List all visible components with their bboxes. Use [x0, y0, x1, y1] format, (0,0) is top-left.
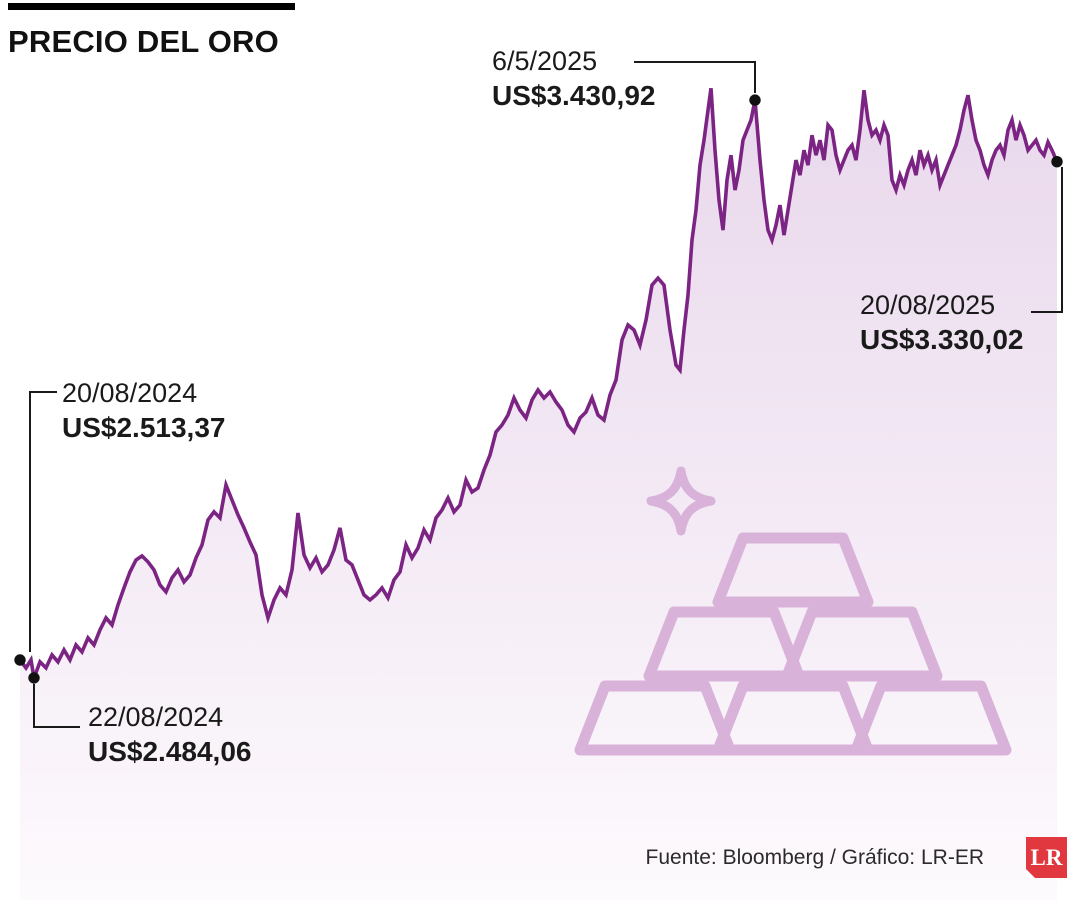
- lr-logo-text: LR: [1030, 845, 1063, 870]
- annotation-value: US$2.513,37: [62, 412, 226, 444]
- callout-line-aug22-2024: [33, 684, 80, 728]
- title-accent-bar: [8, 3, 295, 10]
- callout-line-may6-2025: [634, 61, 756, 93]
- annotation-aug20-2025: 20/08/2025 US$3.330,02: [860, 290, 1023, 356]
- data-point-dot: [1051, 156, 1063, 168]
- data-point-dot: [749, 94, 761, 106]
- gold-ingot: [781, 606, 943, 682]
- data-point-dots: [14, 94, 1063, 684]
- annotation-date: 20/08/2025: [860, 290, 996, 320]
- annotation-value: US$3.330,02: [860, 324, 1024, 356]
- callout-line-aug20-2024: [29, 391, 57, 652]
- area-fill: [20, 88, 1057, 900]
- annotation-may6-2025: 6/5/2025 US$3.430,92: [492, 46, 655, 112]
- sparkle-icon: [646, 466, 716, 536]
- lr-logo: LR: [1026, 837, 1067, 878]
- annotation-date: 22/08/2024: [88, 702, 224, 732]
- annotation-date: 20/08/2024: [62, 378, 198, 408]
- annotation-aug20-2024: 20/08/2024 US$2.513,37: [62, 378, 225, 444]
- data-point-dot: [28, 672, 40, 684]
- gold-ingot: [850, 680, 1012, 756]
- data-point-dot: [14, 654, 26, 666]
- annotation-value: US$3.430,92: [492, 80, 656, 112]
- gold-bars-icon: [574, 466, 1012, 756]
- annotation-value: US$2.484,06: [88, 736, 252, 768]
- gold-ingot: [712, 532, 874, 608]
- lr-logo-notch: [1026, 869, 1035, 878]
- page-title: PRECIO DEL ORO: [8, 24, 279, 59]
- annotation-date: 6/5/2025: [492, 46, 598, 76]
- callout-line-aug20-2025: [1031, 167, 1063, 313]
- price-line: [18, 87, 1059, 685]
- annotation-aug22-2024: 22/08/2024 US$2.484,06: [88, 702, 251, 768]
- source-credit: Fuente: Bloomberg / Gráfico: LR-ER: [645, 846, 984, 869]
